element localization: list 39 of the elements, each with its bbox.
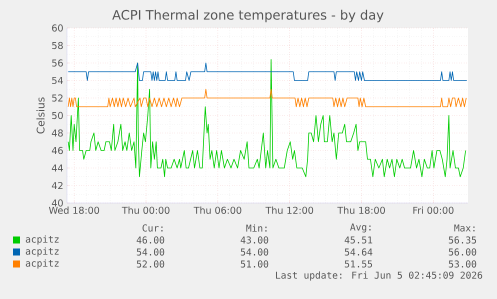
- y-tick-label: 50: [52, 112, 63, 120]
- text: 54.64: [344, 248, 372, 256]
- text: 52.00: [136, 260, 164, 268]
- text: 56.35: [448, 236, 476, 244]
- legend-label: acpitz: [26, 247, 59, 257]
- y-tick-label: 44: [52, 164, 63, 172]
- y-tick-label: 46: [52, 146, 63, 154]
- text: Min:: [246, 224, 267, 232]
- text: 53.00: [448, 260, 476, 268]
- text: Last update: Fri Jun 5 02:45:09 2026: [276, 271, 482, 281]
- text: Max:: [454, 224, 475, 232]
- y-axis-title: Celsius: [36, 97, 45, 134]
- y-tick-label: 60: [52, 24, 63, 32]
- x-tick-label: Thu 06:00: [194, 206, 242, 214]
- y-tick-label: 54: [52, 76, 63, 84]
- x-tick-label: Wed 18:00: [48, 206, 100, 214]
- x-tick-label: Thu 18:00: [337, 206, 385, 214]
- text: 43.00: [240, 236, 268, 244]
- chart-title: ACPI Thermal zone temperatures - by day: [112, 10, 384, 22]
- text: 54.00: [240, 248, 268, 256]
- text: 51.00: [240, 260, 268, 268]
- text: 46.00: [136, 236, 164, 244]
- y-tick-label: 52: [52, 94, 63, 102]
- x-tick-label: Thu 12:00: [266, 206, 314, 214]
- text: 54.00: [136, 248, 164, 256]
- y-tick-label: 40: [52, 199, 63, 207]
- legend-label: acpitz: [26, 259, 59, 269]
- y-tick-label: 48: [52, 129, 63, 137]
- y-tick-label: 42: [52, 182, 63, 190]
- x-tick-label: Thu 00:00: [122, 206, 170, 214]
- text: Avg:: [350, 224, 371, 232]
- text: 56.00: [448, 248, 476, 256]
- y-tick-label: 58: [52, 42, 63, 50]
- text: 45.51: [344, 236, 372, 244]
- x-tick-label: Fri 00:00: [413, 206, 454, 214]
- y-tick-label: 56: [52, 59, 63, 67]
- text: 51.55: [344, 260, 372, 268]
- legend-label: acpitz: [26, 235, 59, 245]
- text: Cur:: [142, 224, 163, 232]
